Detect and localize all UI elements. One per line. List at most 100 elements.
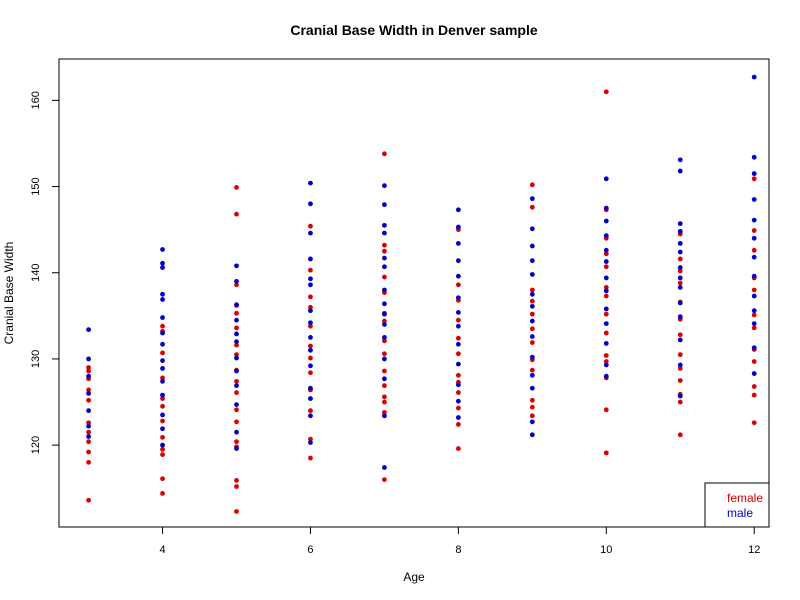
data-point-female [160,375,165,381]
data-point-male [455,415,461,420]
data-point-male [382,222,387,228]
data-point-male [455,398,461,404]
data-point-female [603,450,609,456]
data-point-male [308,282,313,288]
data-point-male [677,284,683,290]
data-point-male [308,347,313,353]
data-point-male [751,293,757,299]
data-point-female [603,311,609,317]
x-tick-label: 8 [455,544,461,556]
data-point-female [160,476,165,482]
data-point-male [677,393,683,399]
data-point-female [382,274,387,280]
data-point-male [234,331,239,337]
data-point-male [234,402,239,408]
data-point-male [677,157,683,163]
y-tick-label: 150 [30,177,42,195]
data-point-male [677,249,683,255]
data-point-male [455,258,461,264]
data-point-female [751,384,757,389]
data-point-female [160,396,165,401]
data-point-female [382,399,387,405]
data-point-female [234,342,239,348]
data-point-female [308,304,313,310]
data-point-female [234,211,239,217]
data-point-male [603,373,609,379]
data-point-female [86,497,91,503]
data-point-male [751,235,757,241]
data-point-female [382,318,387,324]
data-point-male [308,308,313,314]
data-point-female [751,420,757,426]
data-point-male [677,265,683,270]
data-point-male [751,321,757,326]
data-point-female [234,478,239,483]
data-point-female [677,332,683,338]
data-point-female [603,264,609,270]
data-point-male [529,372,535,378]
data-point-female [308,343,313,349]
data-point-female [603,359,609,364]
data-point-male [603,233,609,239]
data-point-female [603,353,609,358]
data-point-male [160,366,165,371]
data-point-female [86,387,91,393]
data-point-male [529,432,535,438]
data-point-female [160,452,165,458]
data-point-male [86,373,91,379]
y-axis: 120 130 140 150 160 [30,91,59,454]
data-point-male [308,320,313,326]
data-point-female [308,436,313,442]
data-point-female [382,368,387,374]
data-point-female [234,378,239,384]
data-point-female [234,310,239,316]
data-point-male [603,259,609,264]
data-point-male [382,356,387,362]
data-point-male [160,330,165,336]
x-tick-label: 10 [600,544,612,556]
data-point-male [603,341,609,346]
data-point-female [234,325,239,331]
data-point-female [160,418,165,424]
data-point-male [529,272,535,277]
data-point-female [751,287,757,293]
data-point-female [603,407,609,413]
data-point-female [86,449,91,455]
data-point-female [529,182,535,188]
data-point-male [160,412,165,418]
data-point-male [382,287,387,293]
data-point-male [160,426,165,432]
data-point-female [677,268,683,274]
data-point-male [529,196,535,202]
data-point-female [234,407,239,413]
data-point-female [529,340,535,345]
data-point-female [86,439,91,445]
data-point-male [160,291,165,297]
data-point-female [751,176,757,182]
data-point-female [677,256,683,262]
data-point-female [751,325,757,331]
data-point-male [234,302,239,308]
data-point-male [234,355,239,361]
data-point-female [382,248,387,254]
data-point-male [455,323,461,329]
chart-title: Cranial Base Width in Denver sample [290,22,537,38]
data-point-male [160,378,165,384]
data-point-male [382,202,387,208]
data-point-female [308,223,313,229]
data-point-female [86,365,91,370]
data-point-female [308,370,313,376]
x-axis-label: Age [403,570,425,584]
legend-entry-male: male [727,506,753,520]
data-point-male [160,442,165,448]
data-point-female [234,390,239,395]
data-point-male [160,315,165,320]
data-point-female [455,351,461,357]
data-point-male [234,446,239,451]
data-point-female [86,429,91,435]
data-point-male [382,255,387,261]
data-point-male [455,361,461,367]
data-point-male [382,311,387,317]
data-point-female [529,204,535,210]
data-point-female [308,323,313,329]
